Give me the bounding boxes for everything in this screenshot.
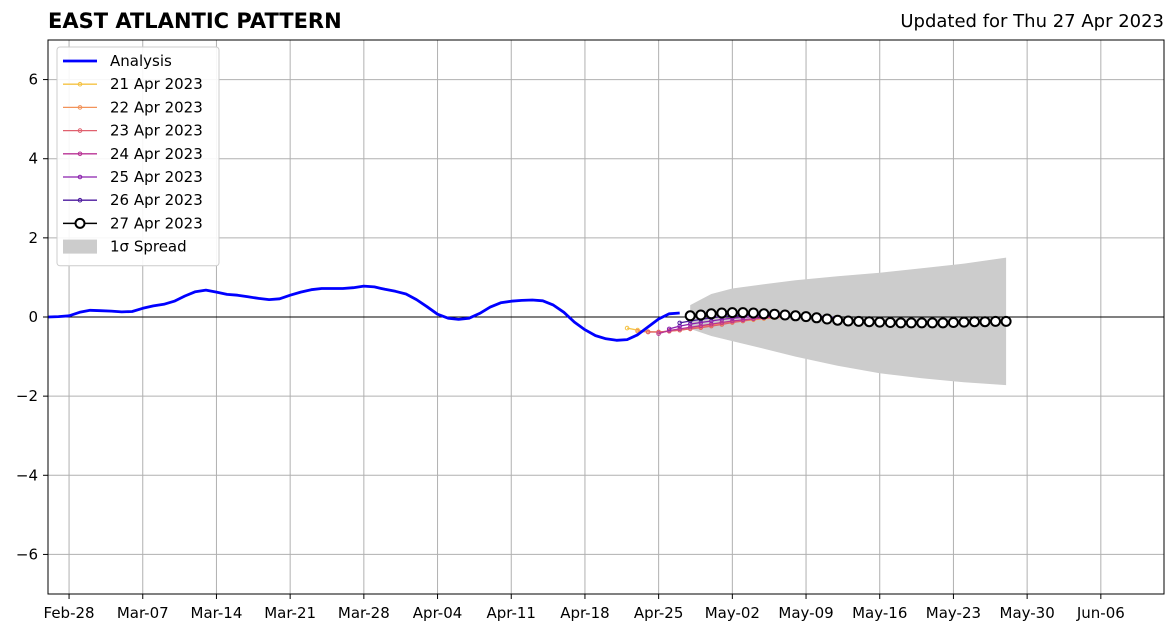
latest-forecast-point bbox=[853, 315, 865, 327]
latest-forecast-point bbox=[1000, 315, 1012, 327]
legend-label: 26 Apr 2023 bbox=[110, 191, 203, 209]
latest-forecast-point bbox=[874, 316, 886, 328]
legend-label: 1σ Spread bbox=[110, 238, 187, 256]
latest-forecast-point bbox=[842, 315, 854, 327]
legend-label: 27 Apr 2023 bbox=[110, 214, 203, 232]
y-tick-label: −6 bbox=[16, 545, 38, 563]
legend-item: Analysis bbox=[63, 52, 172, 70]
x-tick-label: Feb-28 bbox=[44, 604, 95, 622]
latest-forecast-point bbox=[895, 317, 907, 329]
y-tick-label: −2 bbox=[16, 387, 38, 405]
x-tick-label: Mar-14 bbox=[191, 604, 243, 622]
legend-marker bbox=[77, 105, 83, 110]
forecast-point bbox=[677, 320, 683, 326]
x-tick-label: Mar-21 bbox=[264, 604, 316, 622]
legend-item: 21 Apr 2023 bbox=[63, 75, 203, 93]
x-tick-label: Mar-07 bbox=[117, 604, 169, 622]
legend-label: 25 Apr 2023 bbox=[110, 168, 203, 186]
latest-forecast-point bbox=[884, 317, 896, 328]
x-tick-label: Apr-25 bbox=[634, 604, 684, 622]
forecast-point bbox=[624, 325, 630, 331]
latest-forecast-point bbox=[737, 307, 749, 319]
legend-box bbox=[56, 46, 220, 267]
legend: Analysis 21 Apr 2023 22 Apr 2023 23 Apr 202… bbox=[56, 46, 220, 267]
legend-item: 23 Apr 2023 bbox=[63, 122, 203, 140]
latest-forecast-point bbox=[821, 313, 833, 325]
latest-forecast-point bbox=[958, 316, 970, 328]
legend-item: 25 Apr 2023 bbox=[63, 168, 203, 186]
latest-forecast-point bbox=[716, 307, 728, 319]
axes: Feb-28 Mar-07 Mar-14 Mar-21 Mar-28 Apr-04 Apr-… bbox=[16, 39, 1165, 622]
legend-marker bbox=[77, 128, 83, 133]
latest-forecast-point bbox=[790, 310, 801, 322]
legend-marker bbox=[77, 197, 83, 203]
forecast-point bbox=[656, 329, 661, 335]
legend-item: 1σ Spread bbox=[63, 238, 187, 256]
x-tick-label: Apr-11 bbox=[486, 604, 536, 622]
legend-item: 22 Apr 2023 bbox=[63, 98, 203, 116]
legend-label: 22 Apr 2023 bbox=[110, 98, 203, 116]
analysis-line bbox=[47, 284, 680, 342]
legend-item: 24 Apr 2023 bbox=[63, 145, 203, 163]
x-tick-label: Jun-06 bbox=[1076, 604, 1125, 622]
latest-forecast-point bbox=[969, 316, 980, 328]
analysis-series bbox=[47, 284, 680, 342]
x-tick-label: May-02 bbox=[705, 604, 760, 622]
latest-forecast-point bbox=[905, 317, 917, 329]
y-tick-label: −4 bbox=[16, 466, 38, 484]
legend-label: 21 Apr 2023 bbox=[110, 75, 203, 93]
latest-forecast-point bbox=[747, 307, 759, 319]
chart-title: EAST ATLANTIC PATTERN bbox=[48, 9, 342, 33]
forecast-point bbox=[677, 326, 683, 332]
legend-marker bbox=[74, 217, 86, 229]
latest-forecast-point bbox=[926, 317, 938, 329]
latest-forecast-point bbox=[800, 311, 812, 323]
legend-marker bbox=[77, 174, 83, 180]
latest-forecast-point bbox=[863, 316, 875, 328]
x-tick-label: Mar-28 bbox=[338, 604, 390, 622]
legend-marker bbox=[77, 151, 83, 157]
latest-forecast-point bbox=[705, 308, 717, 320]
forecast-point bbox=[730, 318, 735, 324]
latest-forecast-point bbox=[779, 309, 791, 321]
latest-forecast-point bbox=[832, 314, 844, 326]
latest-forecast-point bbox=[726, 307, 738, 319]
latest-forecast-point bbox=[695, 309, 707, 321]
x-tick-label: May-16 bbox=[852, 604, 907, 622]
x-tick-label: May-23 bbox=[926, 604, 981, 622]
latest-forecast-point bbox=[684, 310, 696, 322]
legend-label: 24 Apr 2023 bbox=[110, 145, 203, 163]
chart-updated-date: Updated for Thu 27 Apr 2023 bbox=[900, 11, 1164, 32]
x-tick-label: May-09 bbox=[778, 604, 833, 622]
forecast-point bbox=[645, 329, 651, 335]
forecast-point bbox=[656, 331, 661, 336]
legend-item: 27 Apr 2023 bbox=[63, 214, 203, 232]
y-tick-label: 2 bbox=[28, 229, 38, 247]
latest-forecast-point bbox=[769, 308, 780, 320]
latest-forecast-point bbox=[916, 317, 928, 329]
legend-swatch bbox=[63, 239, 97, 254]
latest-forecast-point bbox=[947, 317, 959, 328]
legend-label: Analysis bbox=[110, 52, 172, 70]
x-tick-label: Apr-18 bbox=[560, 604, 610, 622]
latest-forecast-point bbox=[758, 308, 770, 320]
forecast-point bbox=[635, 328, 640, 334]
latest-forecast-point bbox=[979, 316, 991, 328]
legend-label: 23 Apr 2023 bbox=[110, 122, 203, 140]
x-tick-label: May-30 bbox=[1000, 604, 1055, 622]
x-tick-label: Apr-04 bbox=[413, 604, 463, 622]
forecast-point bbox=[666, 326, 672, 332]
y-tick-label: 6 bbox=[28, 71, 38, 89]
latest-forecast-point bbox=[937, 317, 949, 329]
y-tick-label: 4 bbox=[28, 150, 38, 168]
latest-forecast-point bbox=[811, 312, 823, 324]
legend-marker bbox=[77, 81, 83, 87]
latest-forecast-point bbox=[990, 315, 1001, 327]
latest-forecast-series bbox=[684, 307, 1012, 329]
legend-item: 26 Apr 2023 bbox=[63, 191, 203, 209]
y-tick-label: 0 bbox=[28, 308, 38, 326]
